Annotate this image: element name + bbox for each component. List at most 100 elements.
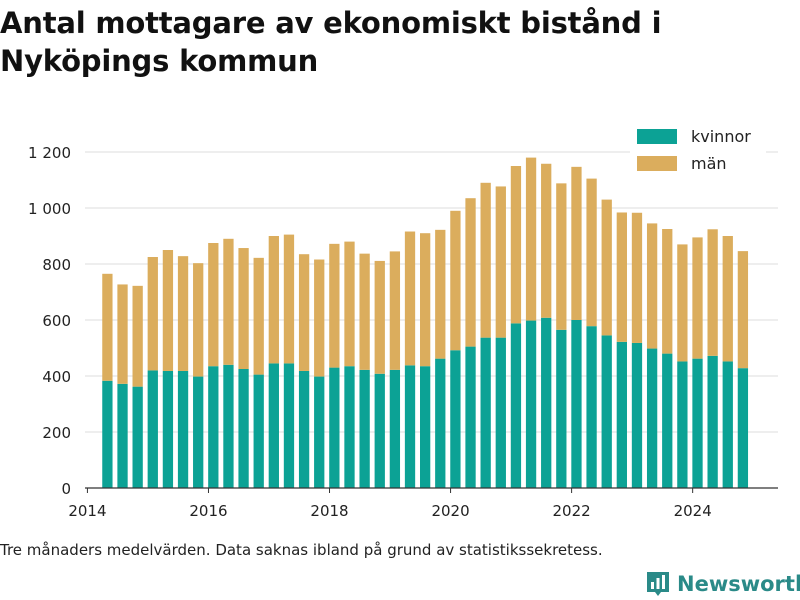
bar-man	[117, 284, 128, 384]
newsworthy-logo: Newsworthy	[645, 569, 800, 599]
bar-kvinnor	[298, 370, 310, 488]
bar-kvinnor	[404, 365, 416, 488]
bar-man	[238, 248, 249, 369]
bar-man	[404, 231, 416, 366]
bar-man	[707, 229, 718, 356]
bar-man	[586, 178, 597, 327]
legend-swatch	[637, 129, 677, 144]
legend: kvinnor män	[630, 126, 766, 180]
bar-kvinnor	[177, 370, 189, 488]
bar-man	[162, 250, 174, 371]
bar-man	[510, 166, 522, 324]
bar-man	[177, 256, 189, 371]
y-tick-label: 1 000	[28, 200, 71, 218]
bar-kvinnor	[677, 361, 688, 488]
bar-kvinnor	[253, 374, 264, 488]
y-tick-label: 200	[42, 424, 71, 442]
bar-man	[268, 236, 279, 364]
bar-kvinnor	[510, 323, 522, 488]
bar-man	[631, 212, 643, 343]
x-tick-label: 2014	[68, 502, 106, 520]
bar-man	[208, 243, 219, 367]
bar-man	[223, 238, 234, 365]
bar-kvinnor	[238, 369, 249, 488]
bar-kvinnor	[692, 358, 703, 488]
y-tick-label: 600	[42, 312, 71, 330]
bar-kvinnor	[631, 342, 643, 488]
footnote: Tre månaders medelvärden. Data saknas ib…	[0, 541, 603, 559]
bar-kvinnor	[450, 350, 461, 488]
bar-man	[465, 198, 476, 347]
bar-kvinnor	[283, 363, 295, 488]
y-tick-label: 0	[61, 480, 71, 498]
bar-kvinnor	[707, 355, 718, 488]
x-tick-label: 2024	[674, 502, 712, 520]
bar-kvinnor	[616, 341, 627, 488]
bar-kvinnor	[193, 376, 204, 488]
bar-chart-badge-icon	[647, 572, 669, 596]
bar-man	[737, 251, 749, 369]
x-tick-label: 2020	[431, 502, 469, 520]
bar-kvinnor	[344, 366, 355, 488]
bar-man	[314, 259, 325, 377]
y-tick-label: 800	[42, 256, 71, 274]
bar-man	[147, 257, 158, 371]
bar-man	[329, 243, 340, 368]
bar-kvinnor	[435, 358, 446, 488]
x-tick-label: 2016	[189, 502, 227, 520]
bar-kvinnor	[132, 386, 143, 488]
bar-kvinnor	[102, 380, 113, 488]
bar-man	[495, 186, 506, 338]
bar-man	[102, 273, 113, 381]
bar-man	[344, 241, 355, 367]
logo-text: Newsworthy	[677, 572, 800, 596]
bar-kvinnor	[223, 364, 234, 488]
bar-kvinnor	[314, 376, 325, 488]
bar-kvinnor	[571, 320, 582, 488]
bar-man	[480, 182, 491, 338]
gridlines	[85, 151, 778, 433]
bar-man	[435, 229, 446, 359]
bar-kvinnor	[162, 370, 174, 488]
axes: 0 200 400 600 800 1 000 1 200 2014 2016 2018 2020 2…	[28, 144, 778, 520]
y-tick-label: 1 200	[28, 144, 71, 162]
bar-kvinnor	[556, 329, 567, 488]
bar-man	[525, 157, 537, 321]
legend-swatch	[637, 156, 677, 171]
x-tick-label: 2022	[553, 502, 591, 520]
legend-label: kvinnor	[691, 127, 751, 146]
bar-kvinnor	[722, 361, 733, 488]
legend-label: män	[691, 154, 727, 173]
bar-kvinnor	[480, 337, 491, 488]
bar-man	[359, 253, 370, 370]
bar-man	[541, 163, 552, 318]
x-tick-label: 2018	[310, 502, 348, 520]
bar-kvinnor	[359, 369, 370, 488]
bar-kvinnor	[117, 383, 128, 488]
bar-man	[450, 210, 461, 351]
bar-kvinnor	[268, 363, 279, 488]
bar-kvinnor	[389, 369, 401, 488]
bar-kvinnor	[586, 326, 597, 488]
bar-kvinnor	[465, 346, 476, 488]
bar-man	[646, 223, 658, 349]
bar-kvinnor	[420, 366, 431, 488]
bar-kvinnor	[525, 320, 537, 488]
chart-title: Antal mottagare av ekonomiskt bistånd i …	[0, 6, 662, 78]
bar-man	[193, 263, 204, 377]
bar-man	[298, 254, 310, 371]
bar-kvinnor	[601, 335, 612, 488]
bar-man	[601, 199, 612, 336]
bar-man	[389, 251, 401, 370]
bar-man	[677, 244, 688, 362]
y-tick-label: 400	[42, 368, 71, 386]
bar-man	[420, 233, 431, 367]
bar-kvinnor	[495, 337, 506, 488]
bar-man	[253, 257, 264, 375]
bar-kvinnor	[646, 348, 658, 488]
bar-kvinnor	[541, 317, 552, 488]
bars	[102, 157, 749, 488]
bar-man	[692, 237, 703, 359]
bar-man	[722, 236, 733, 362]
